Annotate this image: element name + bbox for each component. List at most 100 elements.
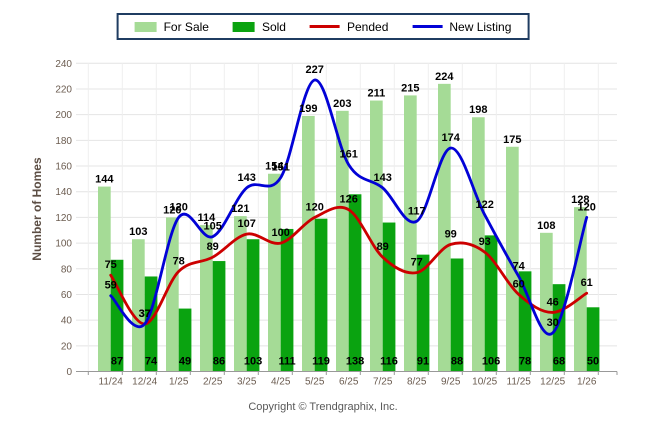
label-new-listing: 151 [272, 162, 290, 174]
label-pended: 78 [173, 255, 185, 267]
bar-for-sale [438, 83, 451, 372]
x-tick-label: 11/24 [99, 377, 124, 388]
bar-sold [586, 307, 600, 372]
label-sold: 74 [145, 356, 158, 368]
x-tick-label: 3/25 [237, 377, 257, 388]
label-sold: 87 [111, 356, 123, 368]
label-sold: 116 [380, 356, 398, 368]
bar-for-sale [98, 186, 111, 372]
y-tick-label: 80 [61, 264, 73, 275]
legend-item-new-listing: New Listing [412, 20, 511, 34]
bar-for-sale [336, 110, 349, 372]
label-new-listing: 161 [340, 149, 358, 161]
bar-sold [416, 254, 430, 372]
label-for-sale: 114 [197, 212, 216, 224]
x-tick-label: 10/25 [472, 377, 497, 388]
label-new-listing: 122 [476, 199, 494, 211]
y-tick-label: 220 [55, 84, 72, 95]
label-for-sale: 215 [401, 82, 419, 94]
bar-sold [212, 261, 226, 372]
bar-for-sale [132, 239, 145, 372]
bar-for-sale [302, 115, 315, 372]
for-sale-swatch-icon [134, 21, 157, 32]
legend-label-new-listing: New Listing [449, 19, 512, 34]
bar-for-sale [166, 217, 179, 372]
y-tick-label: 20 [61, 341, 73, 352]
bar-sold [484, 235, 498, 372]
label-sold: 68 [553, 356, 565, 368]
label-new-listing: 120 [578, 201, 596, 213]
bar-sold [178, 308, 192, 372]
legend-item-for-sale: For Sale [134, 20, 209, 34]
legend-item-pended: Pended [309, 19, 389, 34]
label-pended: 99 [445, 228, 457, 240]
pended-swatch-icon [309, 25, 340, 28]
label-sold: 138 [346, 356, 364, 368]
label-for-sale: 199 [299, 103, 317, 115]
sold-swatch-icon [232, 21, 255, 32]
label-new-listing: 105 [204, 221, 222, 233]
label-for-sale: 121 [231, 203, 249, 215]
x-tick-label: 2/25 [203, 377, 223, 388]
label-for-sale: 108 [537, 220, 555, 232]
label-sold: 91 [417, 356, 429, 368]
legend-label-pended: Pended [346, 19, 389, 34]
bar-for-sale [574, 207, 587, 372]
x-tick-label: 12/24 [132, 377, 157, 388]
bar-for-sale [268, 173, 281, 372]
label-pended: 75 [105, 259, 117, 271]
label-sold: 86 [213, 356, 225, 368]
label-sold: 49 [179, 356, 191, 368]
label-sold: 106 [482, 356, 500, 368]
y-tick-label: 40 [61, 316, 73, 327]
label-pended: 46 [547, 296, 559, 308]
label-new-listing: 143 [238, 172, 256, 184]
x-tick-label: 1/26 [577, 377, 597, 388]
bar-sold [450, 258, 464, 372]
label-for-sale: 203 [333, 98, 351, 110]
label-sold: 119 [312, 356, 330, 368]
label-pended: 89 [377, 241, 389, 253]
legend-item-sold: Sold [232, 19, 286, 34]
label-new-listing: 30 [547, 317, 559, 329]
x-tick-label: 8/25 [407, 377, 427, 388]
x-tick-label: 4/25 [271, 377, 291, 388]
bar-for-sale [472, 117, 485, 372]
y-tick-label: 100 [55, 239, 72, 250]
x-tick-label: 6/25 [339, 377, 359, 388]
label-for-sale: 198 [469, 104, 487, 116]
x-tick-label: 1/25 [169, 377, 189, 388]
label-pended: 60 [513, 278, 525, 290]
line-pended [109, 205, 589, 326]
label-for-sale: 211 [367, 88, 385, 100]
label-for-sale: 224 [435, 71, 454, 83]
label-sold: 50 [587, 356, 599, 368]
label-pended: 126 [340, 194, 358, 206]
label-new-listing: 143 [374, 172, 392, 184]
bar-sold [110, 259, 124, 372]
y-tick-label: 160 [55, 162, 72, 173]
bar-for-sale [540, 232, 553, 372]
label-sold: 111 [278, 356, 295, 368]
label-pended: 77 [411, 257, 423, 269]
new-listing-swatch-icon [412, 25, 443, 28]
bar-for-sale [370, 100, 383, 372]
bar-sold [246, 239, 260, 372]
bar-sold [314, 218, 328, 372]
y-tick-label: 60 [61, 290, 73, 301]
label-pended: 100 [272, 227, 290, 239]
label-new-listing: 117 [408, 205, 426, 217]
y-tick-label: 140 [55, 187, 72, 198]
x-tick-label: 12/25 [540, 377, 565, 388]
label-sold: 78 [519, 356, 531, 368]
label-pended: 107 [238, 218, 256, 230]
label-pended: 89 [207, 241, 219, 253]
y-tick-label: 200 [55, 110, 72, 121]
bar-sold [348, 194, 362, 372]
label-new-listing: 59 [105, 280, 117, 292]
legend-label-sold: Sold [261, 19, 286, 34]
label-for-sale: 154 [265, 161, 284, 173]
bar-for-sale [506, 146, 519, 372]
